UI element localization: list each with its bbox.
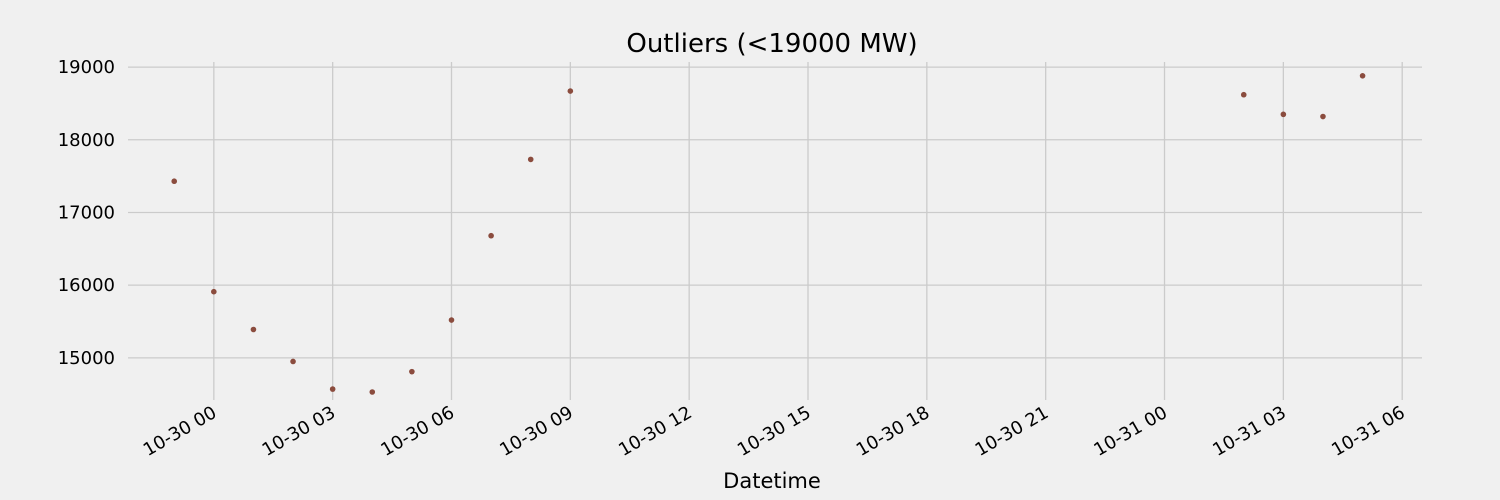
x-tick-label: 10-30 06 bbox=[377, 402, 458, 461]
x-tick-label: 10-31 03 bbox=[1209, 402, 1290, 461]
data-point bbox=[1240, 91, 1247, 98]
x-axis-label: Datetime bbox=[723, 469, 821, 493]
data-point bbox=[527, 156, 534, 163]
x-tick-label: 10-30 18 bbox=[853, 402, 934, 461]
y-tick-label: 18000 bbox=[58, 130, 115, 151]
data-point bbox=[448, 317, 455, 323]
x-tick-label: 10-30 09 bbox=[496, 402, 577, 461]
x-tick-label: 10-30 03 bbox=[259, 402, 340, 461]
data-point bbox=[290, 358, 296, 365]
y-tick-labels: 15000 16000 17000 18000 19000 bbox=[58, 57, 115, 369]
data-point bbox=[250, 326, 257, 333]
data-point bbox=[1280, 111, 1287, 118]
data-point bbox=[369, 389, 376, 395]
x-tick-label: 10-30 15 bbox=[734, 402, 815, 461]
data-point bbox=[567, 88, 574, 94]
data-point bbox=[488, 232, 494, 239]
x-tick-label: 10-30 12 bbox=[615, 402, 696, 461]
data-point bbox=[409, 368, 415, 375]
data-points bbox=[171, 73, 1366, 395]
y-tick-label: 15000 bbox=[58, 348, 115, 369]
data-point bbox=[211, 288, 217, 295]
x-tick-label: 10-31 00 bbox=[1090, 402, 1171, 461]
grid-layer bbox=[128, 62, 1422, 400]
x-tick-labels: 10-30 00 10-30 03 10-30 06 10-30 09 10-30 12… bbox=[140, 402, 1409, 461]
data-point bbox=[1320, 113, 1326, 120]
data-point bbox=[329, 386, 336, 392]
y-tick-label: 16000 bbox=[58, 275, 115, 296]
chart-title: Outliers (<19000 MW) bbox=[626, 29, 917, 59]
x-tick-label: 10-30 21 bbox=[972, 402, 1053, 461]
x-tick-label: 10-31 06 bbox=[1328, 402, 1409, 461]
x-tick-label: 10-30 00 bbox=[140, 402, 221, 461]
y-tick-label: 19000 bbox=[58, 57, 115, 78]
data-point bbox=[1359, 73, 1366, 79]
data-point bbox=[171, 178, 178, 185]
y-tick-label: 17000 bbox=[58, 202, 115, 223]
